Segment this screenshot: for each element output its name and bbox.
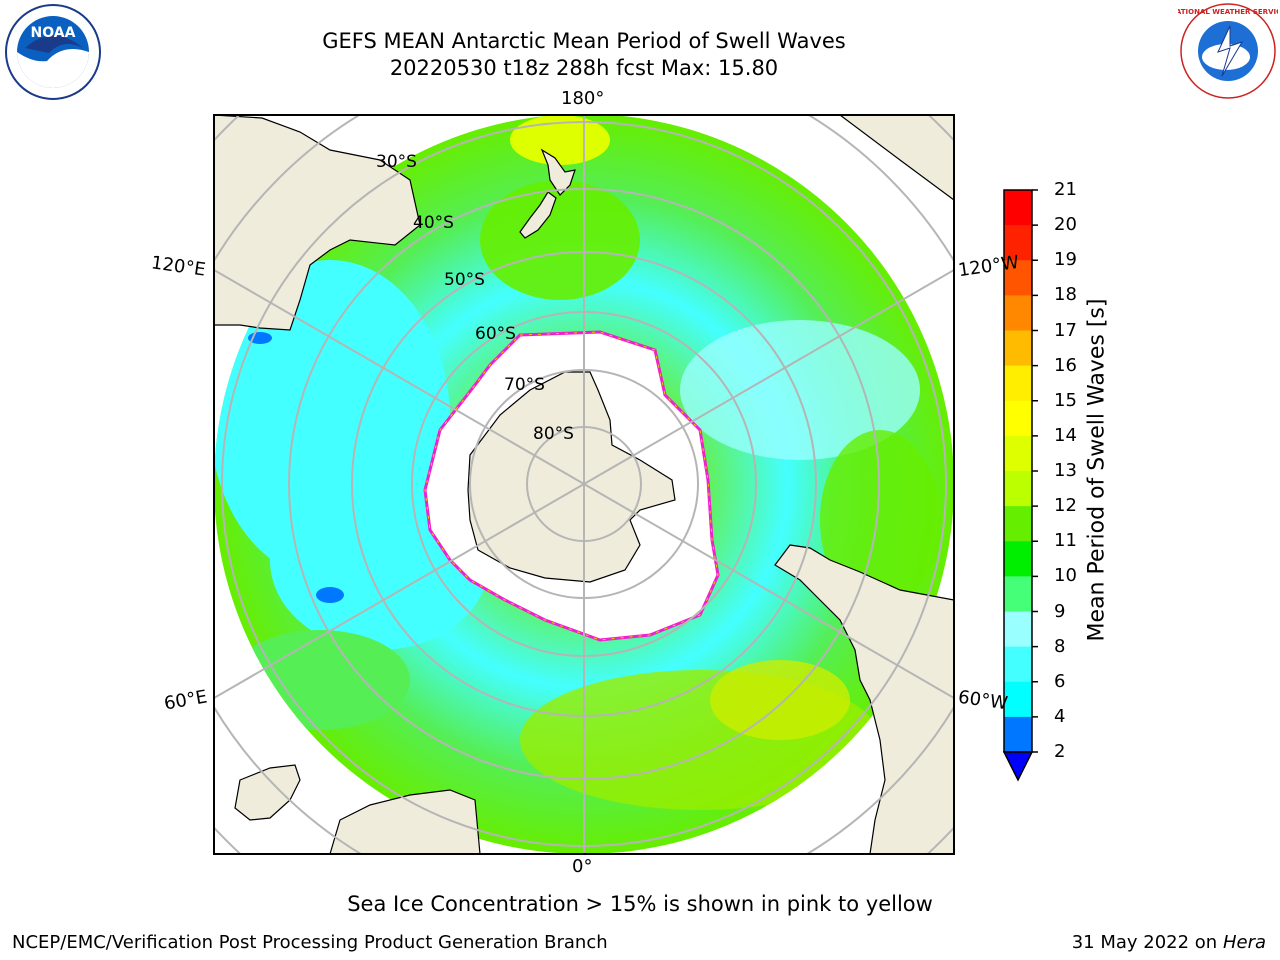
lat-label-60s: 60°S [475,324,516,344]
colorbar-tick-label: 13 [1054,460,1077,481]
colorbar-tick-label: 17 [1054,319,1077,341]
map-subtitle: 20220530 t18z 288h fcst Max: 15.80 [389,56,779,80]
madagascar [234,764,301,821]
colorbar-tick-label: 20 [1054,214,1077,236]
lat-label-40s: 40°S [413,213,454,233]
nws-logo: NATIONAL WEATHER SERVICE [1178,3,1278,99]
lat-label-50s: 50°S [444,270,485,290]
noaa-logo-text: NOAA [31,25,76,41]
lon-label-0: 0° [572,856,593,877]
footer-date: 31 May 2022 on Hera [1072,932,1266,953]
colorbar-segment [1004,400,1032,437]
australia [214,115,421,331]
colorbar-segment [1004,471,1032,507]
lat-label-30s: 30°S [376,152,417,172]
graticule [214,115,954,854]
colorbar-segment [1004,576,1032,612]
lat-label-70s: 70°S [504,375,545,395]
sea-ice-edge-yellow [424,331,719,641]
colorbar-label: Mean Period of Swell Waves [s] [1084,298,1110,642]
colorbar-tick-label: 16 [1054,354,1077,376]
colorbar-tick-label: 6 [1054,670,1066,692]
colorbar-tick-label: 15 [1054,389,1077,411]
colorbar-segment [1004,225,1032,261]
noaa-logo: NOAA [5,4,101,100]
colorbar-segment [1004,330,1032,367]
map-title: GEFS MEAN Antarctic Mean Period of Swell… [322,29,846,53]
nws-logo-text: NATIONAL WEATHER SERVICE [1178,8,1278,16]
footer-host: Hera [1222,932,1266,953]
colorbar-segment [1004,260,1032,296]
colorbar-tick-label: 10 [1054,565,1077,587]
new-zealand-north [540,148,576,196]
sea-ice-note: Sea Ice Concentration > 15% is shown in … [347,892,933,916]
colorbar-segment [1004,716,1032,753]
colorbar-tick-label: 14 [1054,424,1077,446]
colorbar-segment [1004,681,1032,718]
footer-credit: NCEP/EMC/Verification Post Processing Pr… [12,932,608,953]
asia-top [839,115,954,201]
colorbar-tick-label: 19 [1054,249,1077,271]
footer-date-text: 31 May 2022 on [1071,932,1218,953]
colorbar [1002,189,1038,782]
colorbar-tick-label: 11 [1054,530,1077,552]
new-zealand-south [519,191,557,239]
colorbar-tick-label: 2 [1054,741,1066,762]
lon-label-180: 180° [561,88,605,109]
colorbar-segment [1004,295,1032,331]
colorbar-segment [1004,646,1032,683]
colorbar-tick-label: 4 [1054,705,1066,727]
colorbar-extend-arrow [1002,751,1034,782]
south-america [774,544,954,854]
colorbar-segment [1004,365,1032,402]
colorbar-segment [1004,435,1032,472]
colorbar-segment [1004,190,1032,226]
colorbar-tick-label: 9 [1054,600,1066,622]
land-areas [214,115,954,854]
lat-label-80s: 80°S [533,424,574,444]
colorbar-tick-label: 21 [1054,179,1077,200]
colorbar-segment [1004,506,1032,542]
colorbar-tick-label: 18 [1054,284,1077,306]
africa [329,789,481,854]
colorbar-tick-label: 8 [1054,635,1066,657]
colorbar-segment [1004,541,1032,577]
colorbar-tick-label: 12 [1054,495,1077,517]
colorbar-segment [1004,611,1032,648]
map-frame [213,114,955,855]
